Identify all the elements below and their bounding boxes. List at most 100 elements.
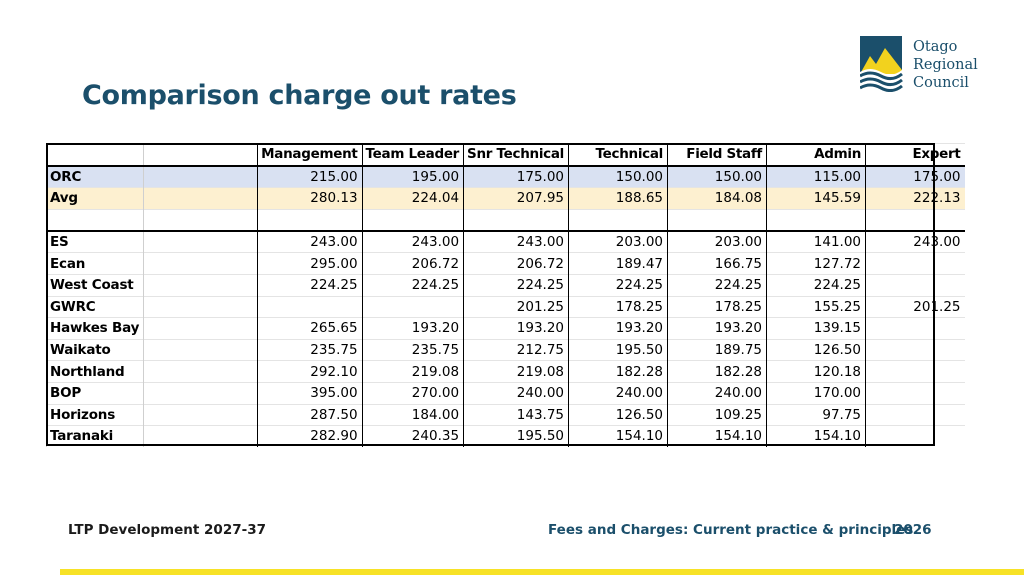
table-row: West Coast 224.25 224.25 224.25 224.25 224.25… [45, 273, 965, 297]
rate-cell: 178.25 [568, 295, 668, 318]
rate-cell: 206.72 [361, 252, 464, 275]
rate-cell: 145.59 [766, 187, 866, 210]
row-label: West Coast [45, 273, 144, 297]
rate-cell: 182.28 [667, 360, 767, 383]
footer-left-text: LTP Development 2027-37 [68, 522, 267, 538]
rate-cell [865, 252, 965, 275]
table-row: GWRC 201.25 178.25 178.25 155.25 201.25 [45, 295, 965, 318]
row-label: ORC [45, 165, 144, 188]
rate-cell: 170.00 [766, 381, 866, 405]
rate-cell: 224.25 [257, 273, 363, 297]
rate-cell: 120.18 [766, 360, 866, 383]
gap-cell [143, 208, 258, 232]
rate-cell: 126.50 [568, 403, 668, 426]
rate-cell: 143.75 [463, 403, 569, 426]
footer-accent-bar [60, 569, 1024, 575]
row-label: Avg [45, 187, 144, 210]
row-label-spacer [143, 403, 258, 426]
rate-cell: 203.00 [667, 230, 767, 253]
rate-cell: 141.00 [766, 230, 866, 253]
rate-cell: 219.08 [463, 360, 569, 383]
table-row: Avg 280.13 224.04 207.95 188.65 184.08 145.59 2… [45, 187, 965, 210]
column-header [143, 142, 258, 167]
rate-cell [865, 317, 965, 340]
rate-cell: 207.95 [463, 187, 569, 210]
rate-cell [361, 295, 464, 318]
gap-cell [766, 208, 866, 232]
rate-cell: 150.00 [568, 165, 668, 188]
gap-cell [463, 208, 569, 232]
rate-cell: 265.65 [257, 317, 363, 340]
row-label-spacer [143, 338, 258, 361]
logo-text-line2: Regional [913, 57, 978, 73]
rate-cell [865, 338, 965, 361]
rate-cell: 188.65 [568, 187, 668, 210]
rate-cell [865, 381, 965, 405]
rate-cell: 224.25 [766, 273, 866, 297]
rate-cell: 126.50 [766, 338, 866, 361]
rate-cell: 287.50 [257, 403, 363, 426]
row-label: ES [45, 230, 144, 253]
table-row: Waikato 235.75 235.75 212.75 195.50 189.75 126… [45, 338, 965, 361]
rate-cell: 243.00 [865, 230, 965, 253]
row-label: GWRC [45, 295, 144, 318]
rate-cell [257, 295, 363, 318]
column-header: Admin [766, 142, 866, 167]
rate-cell: 189.75 [667, 338, 767, 361]
row-label-spacer [143, 360, 258, 383]
table-row: BOP 395.00 270.00 240.00 240.00 240.00 170.00 [45, 381, 965, 405]
row-label: Taranaki [45, 425, 144, 447]
rate-cell: 193.20 [361, 317, 464, 340]
rate-cell: 201.25 [865, 295, 965, 318]
rate-cell: 243.00 [361, 230, 464, 253]
rate-cell: 184.00 [361, 403, 464, 426]
table-header-row: Management Team Leader Snr Technical Techni… [45, 142, 965, 167]
rate-cell: 195.50 [568, 338, 668, 361]
rate-cell: 195.00 [361, 165, 464, 188]
column-header: Field Staff [667, 142, 767, 167]
row-label: Northland [45, 360, 144, 383]
rate-cell: 240.00 [463, 381, 569, 405]
rate-cell: 178.25 [667, 295, 767, 318]
rate-cell: 193.20 [568, 317, 668, 340]
rate-cell: 193.20 [667, 317, 767, 340]
column-header: Management [257, 142, 363, 167]
rate-cell: 182.28 [568, 360, 668, 383]
rate-cell: 139.15 [766, 317, 866, 340]
logo-text-line3: Council [913, 75, 969, 91]
rate-cell: 240.35 [361, 425, 464, 447]
rate-cell: 224.25 [568, 273, 668, 297]
row-label-spacer [143, 252, 258, 275]
rate-cell [865, 273, 965, 297]
column-header: Expert [865, 142, 965, 167]
rate-cell: 193.20 [463, 317, 569, 340]
rate-cell: 235.75 [257, 338, 363, 361]
rate-cell: 150.00 [667, 165, 767, 188]
rate-cell: 97.75 [766, 403, 866, 426]
rate-cell: 203.00 [568, 230, 668, 253]
rate-cell: 240.00 [568, 381, 668, 405]
row-label-spacer [143, 295, 258, 318]
rate-cell: 243.00 [257, 230, 363, 253]
row-label-spacer [143, 230, 258, 253]
rate-cell: 195.50 [463, 425, 569, 447]
row-label-spacer [143, 317, 258, 340]
rate-cell: 175.00 [463, 165, 569, 188]
gap-cell [865, 208, 965, 232]
row-label-spacer [143, 381, 258, 405]
rate-cell: 224.25 [667, 273, 767, 297]
rate-cell: 215.00 [257, 165, 363, 188]
rate-cell: 206.72 [463, 252, 569, 275]
rate-cell: 270.00 [361, 381, 464, 405]
rate-cell: 395.00 [257, 381, 363, 405]
rate-cell: 184.08 [667, 187, 767, 210]
gap-cell [667, 208, 767, 232]
rate-cell: 115.00 [766, 165, 866, 188]
logo-text-line1: Otago [913, 39, 958, 55]
rate-cell: 224.25 [463, 273, 569, 297]
rate-cell: 224.04 [361, 187, 464, 210]
footer-year: 2026 [894, 522, 932, 538]
rate-cell: 219.08 [361, 360, 464, 383]
rate-cell: 282.90 [257, 425, 363, 447]
rate-cell: 224.25 [361, 273, 464, 297]
